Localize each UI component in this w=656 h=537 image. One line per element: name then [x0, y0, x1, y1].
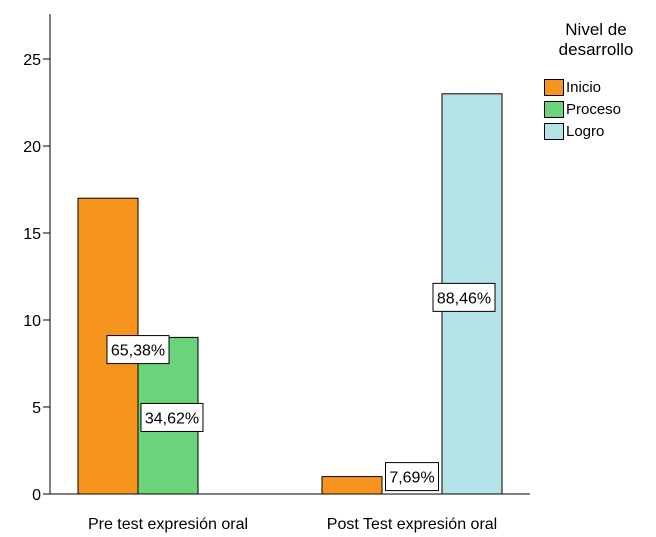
chart-data-labels: 65,38% 34,62% 88,46% 7,69%: [106, 282, 496, 492]
legend-label-inicio: Inicio: [566, 78, 602, 96]
data-label-proceso-post: 7,69%: [389, 470, 434, 487]
legend-swatch-logro: [544, 122, 564, 140]
legend-item-proceso: Proceso: [540, 98, 652, 120]
y-tick-label-15: 15: [23, 226, 41, 243]
bar-chart: 0 5 10 15 20 25 Pre test expresión oral Post Te…: [23, 14, 530, 533]
data-label-logro-post: 88,46%: [437, 290, 491, 307]
legend-label-proceso: Proceso: [566, 100, 622, 118]
chart-axes: 0 5 10 15 20 25 Pre test expresión oral Post Te…: [23, 14, 530, 533]
x-tick-label-1: Post Test expresión oral: [327, 516, 497, 533]
legend-title: Nivel de desarrollo: [540, 20, 652, 60]
bar-inicio-1: [321, 476, 383, 495]
y-tick-label-25: 25: [23, 52, 41, 69]
y-tick-label-5: 5: [32, 400, 41, 417]
y-tick-label-10: 10: [23, 313, 41, 330]
data-label-proceso-post-box: [385, 462, 439, 492]
data-label-logro-post-box: [432, 282, 496, 312]
y-tick-label-20: 20: [23, 139, 41, 156]
data-label-proceso-pre: 34,62%: [145, 410, 199, 427]
data-label-proceso-pre-box: [140, 402, 204, 432]
y-tick-label-0: 0: [32, 487, 41, 504]
data-label-inicio-pre-box: [106, 335, 170, 365]
data-label-inicio-pre: 65,38%: [111, 343, 165, 360]
legend-swatch-inicio: [544, 78, 564, 96]
legend-item-logro: Logro: [540, 120, 652, 142]
legend-item-inicio: Inicio: [540, 76, 652, 98]
legend-title-line-2: desarrollo: [558, 40, 634, 59]
legend-swatch-proceso: [544, 100, 564, 118]
legend-label-logro: Logro: [566, 122, 605, 140]
x-tick-label-0: Pre test expresión oral: [88, 516, 248, 533]
legend-title-line-1: Nivel de: [565, 20, 627, 39]
chart-legend: Nivel de desarrollo Inicio Proceso Logro: [540, 20, 652, 142]
